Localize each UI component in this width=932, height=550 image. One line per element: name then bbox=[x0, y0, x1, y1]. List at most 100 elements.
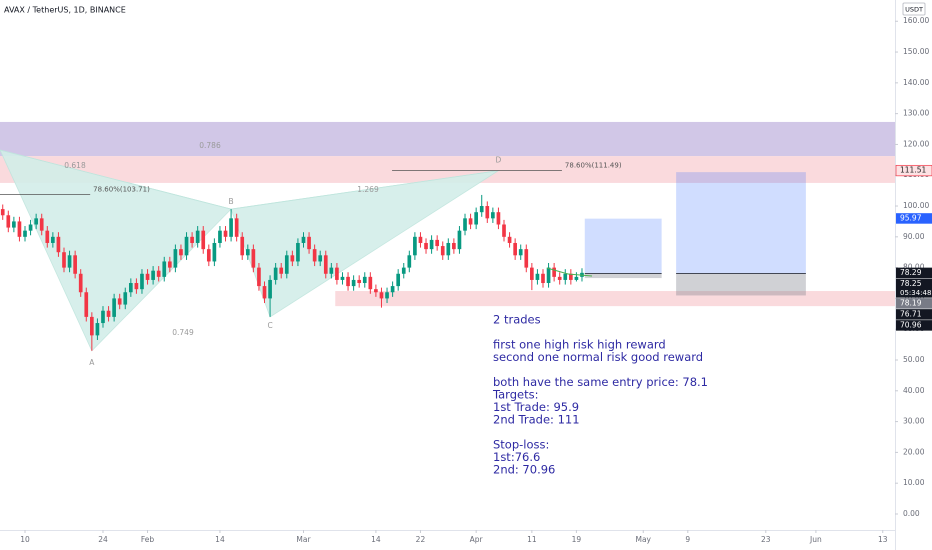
candle-body bbox=[145, 273, 150, 280]
price-label: 78.29 bbox=[900, 268, 922, 277]
candle-body bbox=[502, 224, 506, 237]
note-line: second one normal risk good reward bbox=[493, 350, 703, 364]
note-line: 1st:76.6 bbox=[493, 450, 540, 464]
candle-body bbox=[56, 236, 61, 253]
candle-body bbox=[101, 310, 105, 324]
x-tick-label: Mar bbox=[296, 535, 311, 544]
x-tick-label: 23 bbox=[761, 535, 771, 544]
candle-body bbox=[452, 242, 456, 250]
pattern-point-label: B bbox=[229, 197, 234, 206]
candle-body bbox=[323, 255, 328, 274]
candle-body bbox=[357, 279, 362, 284]
candle-body bbox=[569, 273, 573, 280]
x-tick-label: 13 bbox=[878, 535, 888, 544]
candle-body bbox=[279, 267, 284, 274]
y-tick-label: 140.00 bbox=[903, 78, 929, 87]
y-tick-label: 80.00 bbox=[903, 263, 925, 272]
price-label-box bbox=[896, 320, 932, 331]
candle-body bbox=[463, 218, 467, 231]
x-tick-label: Apr bbox=[470, 535, 484, 544]
currency-label[interactable]: USDT bbox=[905, 6, 923, 14]
candle-body bbox=[195, 230, 200, 243]
candle-body bbox=[167, 261, 172, 268]
y-tick-label: 0.00 bbox=[903, 509, 920, 518]
candle-body bbox=[518, 249, 523, 256]
pattern-point-label: A bbox=[89, 358, 95, 367]
note-line: 2nd Trade: 111 bbox=[493, 413, 580, 427]
candle-body bbox=[396, 273, 401, 287]
pattern-point-label: C bbox=[267, 321, 272, 330]
pattern-ratio: 0.618 bbox=[64, 161, 86, 170]
y-tick-label: 30.00 bbox=[903, 417, 925, 426]
candle-body bbox=[173, 249, 178, 268]
candle-body bbox=[17, 221, 22, 237]
candle-body bbox=[346, 276, 350, 287]
candle-body bbox=[552, 267, 556, 277]
candle-body bbox=[379, 292, 384, 299]
candle-body bbox=[95, 323, 100, 336]
note-line: 2nd: 70.96 bbox=[493, 463, 555, 477]
price-label-box bbox=[896, 278, 932, 298]
candle-body bbox=[128, 283, 133, 293]
pattern-ratio: 0.786 bbox=[199, 141, 221, 150]
price-label: 111.51 bbox=[900, 166, 926, 175]
candle-body bbox=[374, 289, 378, 293]
candle-body bbox=[429, 239, 434, 250]
pattern-point-label: D bbox=[496, 156, 502, 165]
candle-body bbox=[446, 242, 451, 256]
candle-body bbox=[457, 230, 462, 250]
price-label: 76.71 bbox=[900, 309, 922, 318]
candle-body bbox=[84, 292, 89, 317]
candle-body bbox=[90, 316, 94, 336]
candle-body bbox=[401, 267, 406, 274]
note-line: 2 trades bbox=[493, 313, 541, 327]
candle-body bbox=[6, 215, 11, 228]
candle-body bbox=[45, 230, 50, 243]
candle-body bbox=[206, 249, 211, 262]
candle-body bbox=[240, 236, 245, 256]
currency-box[interactable] bbox=[902, 2, 926, 16]
note-line: 1st Trade: 95.9 bbox=[493, 400, 579, 414]
trend-sketch bbox=[567, 273, 593, 277]
candle-body bbox=[535, 273, 540, 280]
candle-body bbox=[34, 218, 38, 225]
candle-body bbox=[368, 276, 373, 290]
candle-body bbox=[563, 273, 568, 280]
fib-label: 78.60%(103.71) bbox=[93, 186, 150, 194]
candle-body bbox=[67, 255, 72, 268]
candle-body bbox=[212, 242, 217, 262]
note-line: Targets: bbox=[492, 388, 538, 402]
candle-body bbox=[496, 212, 501, 225]
candle-body bbox=[479, 206, 484, 213]
candle-body bbox=[474, 212, 478, 225]
candle-body bbox=[301, 236, 306, 243]
candle-body bbox=[251, 249, 256, 268]
price-label: 70.96 bbox=[900, 320, 922, 329]
fib-label: 78.60%(111.49) bbox=[565, 162, 622, 170]
candle-body bbox=[312, 249, 317, 262]
candle-body bbox=[151, 270, 155, 280]
candle-body bbox=[546, 267, 551, 284]
pattern-leg bbox=[231, 170, 499, 210]
candle-body bbox=[557, 276, 562, 280]
zone bbox=[0, 121, 895, 157]
mid-layer: 78.60%(103.71) 78.60%(111.49) bbox=[0, 162, 806, 296]
candle-body bbox=[290, 255, 295, 262]
y-tick-label: 130.00 bbox=[903, 109, 929, 118]
candle-body bbox=[112, 298, 116, 317]
x-tick-label: 14 bbox=[371, 535, 381, 544]
countdown: 05:34:48 bbox=[900, 289, 931, 297]
candle-body bbox=[335, 267, 339, 280]
zone bbox=[335, 291, 896, 307]
candle-body bbox=[140, 273, 144, 290]
candle-body bbox=[62, 252, 66, 268]
y-tick-label: 120.00 bbox=[903, 139, 929, 148]
note-line: both have the same entry price: 78.1 bbox=[493, 375, 708, 389]
candle-body bbox=[362, 276, 367, 284]
trend-sketch bbox=[546, 267, 569, 275]
candle-body bbox=[0, 209, 5, 216]
candle-body bbox=[530, 267, 534, 280]
y-tick-label: 90.00 bbox=[903, 232, 925, 241]
y-tick-label: 40.00 bbox=[903, 386, 925, 395]
front-layer: A B C D 0.618 0.786 0.749 1.269 bbox=[0, 141, 584, 367]
